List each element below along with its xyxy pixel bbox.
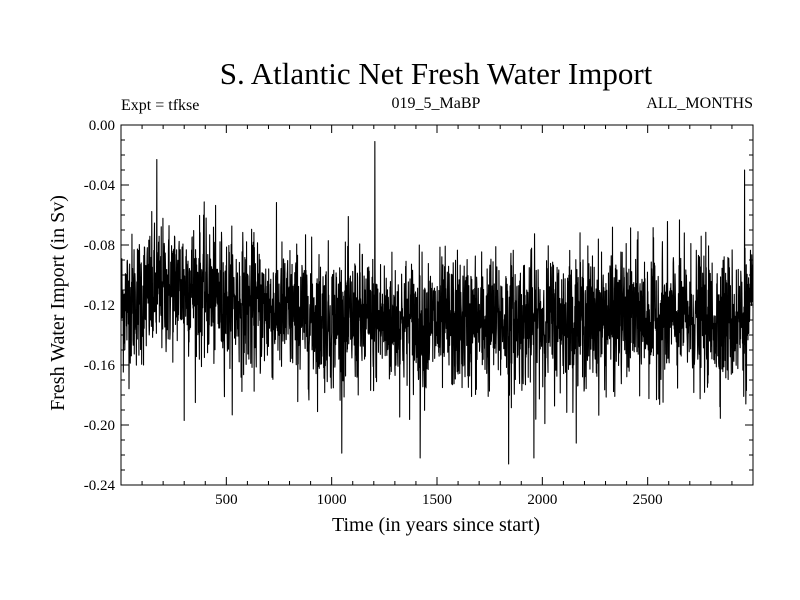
experiment-label: Expt = tfkse [121,97,199,114]
experiment-id-label: 019_5_MaBP [392,95,481,112]
y-tick-label: -0.20 [84,418,115,434]
series-line [120,140,754,465]
y-axis-label: Fresh Water Import (in Sv) [47,195,69,411]
y-tick-label: 0.00 [89,118,115,134]
y-tick-label: -0.12 [84,298,115,314]
x-tick-label: 2000 [527,492,557,508]
x-tick-label: 1000 [317,492,347,508]
months-label: ALL_MONTHS [646,95,753,112]
y-tick-label: -0.08 [84,238,115,254]
y-tick-label: -0.04 [84,178,116,194]
x-tick-label: 500 [215,492,238,508]
axes: 500 1000 1500 2000 2500 0.00 -0.04 -0.08 -0.12 -0… [84,118,753,508]
y-tick-label: -0.16 [84,358,116,374]
x-tick-label: 1500 [422,492,452,508]
data-series [120,140,754,465]
y-tick-label: -0.24 [84,478,116,494]
chart-title: S. Atlantic Net Fresh Water Import [220,56,653,91]
x-tick-label: 2500 [633,492,663,508]
x-axis-label: Time (in years since start) [332,514,540,536]
